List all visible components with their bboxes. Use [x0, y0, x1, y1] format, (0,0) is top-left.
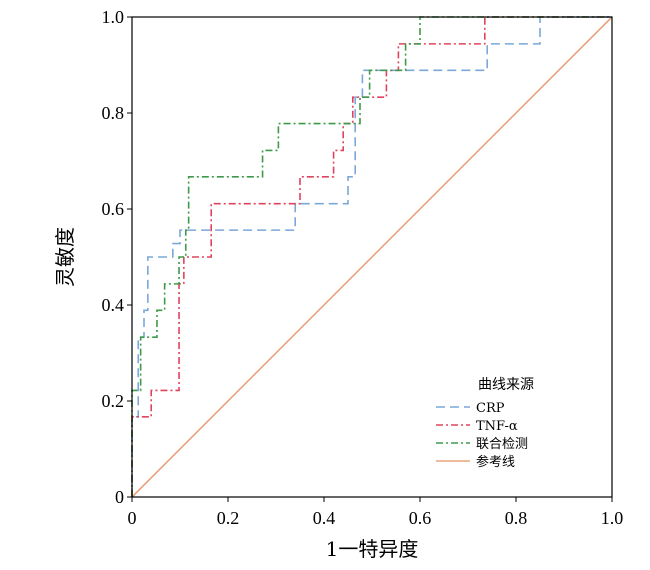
- x-tick-label: 0.8: [505, 508, 528, 528]
- y-tick-label: 0.2: [102, 391, 125, 411]
- x-tick-label: 0.6: [409, 508, 432, 528]
- legend-label: TNF-α: [476, 419, 518, 434]
- y-tick-label: 0.8: [102, 103, 125, 123]
- y-tick-label: 0: [115, 487, 124, 507]
- legend-title: 曲线来源: [478, 377, 534, 393]
- y-tick-label: 0.4: [102, 295, 125, 315]
- x-tick-label: 0.4: [313, 508, 336, 528]
- x-tick-label: 1.0: [601, 508, 624, 528]
- x-tick-label: 0.2: [217, 508, 240, 528]
- series-group: [131, 16, 613, 498]
- y-tick-label: 0.6: [102, 199, 125, 219]
- series-line-3: [131, 16, 613, 498]
- series-line-2: [131, 16, 612, 497]
- legend-label: 联合检测: [476, 437, 528, 452]
- plot-frame: [131, 16, 613, 498]
- legend-label: CRP: [476, 401, 505, 416]
- y-axis-title: 灵敏度: [53, 227, 77, 287]
- tick-group: 0 0.2 0.4 0.6 0.8 1.0 0 0.2 0.4 0.6 0.8 1.0: [102, 7, 624, 528]
- y-tick-label: 1.0: [102, 7, 125, 27]
- x-tick-label: 0: [128, 508, 137, 528]
- legend-label: 参考线: [476, 454, 515, 470]
- x-axis-title: 1一特异度: [326, 537, 419, 561]
